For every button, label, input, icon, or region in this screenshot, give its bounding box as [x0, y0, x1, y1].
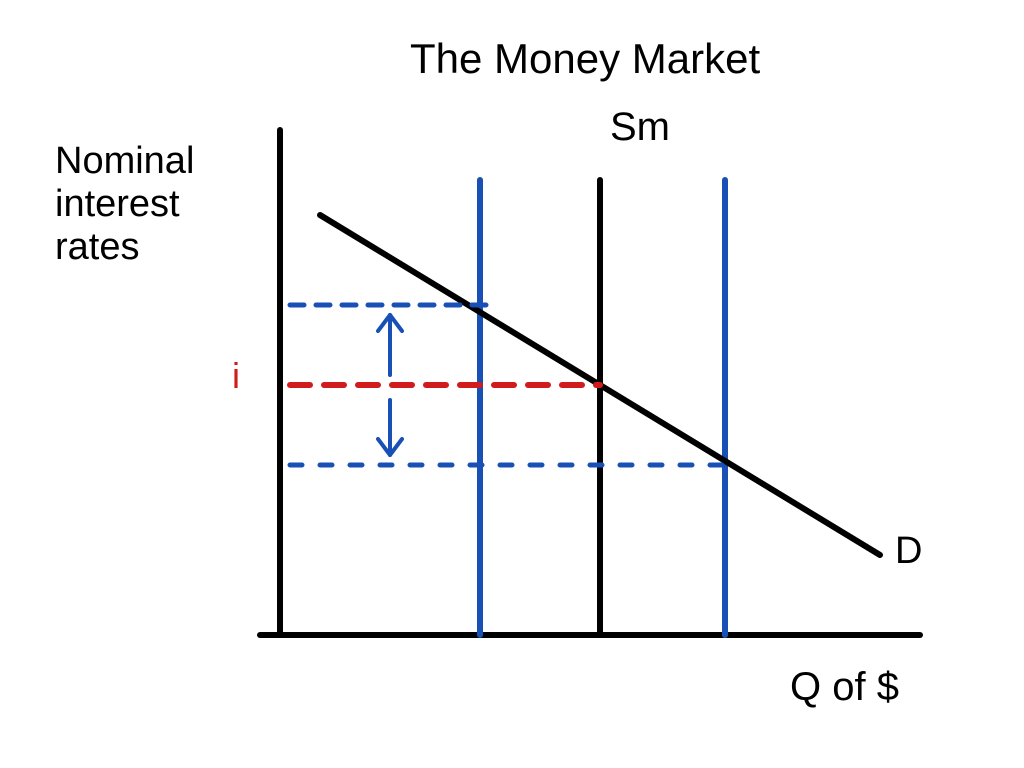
demand-label: D — [895, 530, 922, 573]
x-axis-label: Q of $ — [790, 665, 899, 710]
y-axis-label: Nominal interest rates — [55, 140, 194, 269]
equilibrium-label: i — [232, 355, 240, 397]
chart-title: The Money Market — [410, 35, 760, 83]
money-market-diagram — [0, 0, 1024, 768]
supply-label: Sm — [610, 105, 670, 150]
